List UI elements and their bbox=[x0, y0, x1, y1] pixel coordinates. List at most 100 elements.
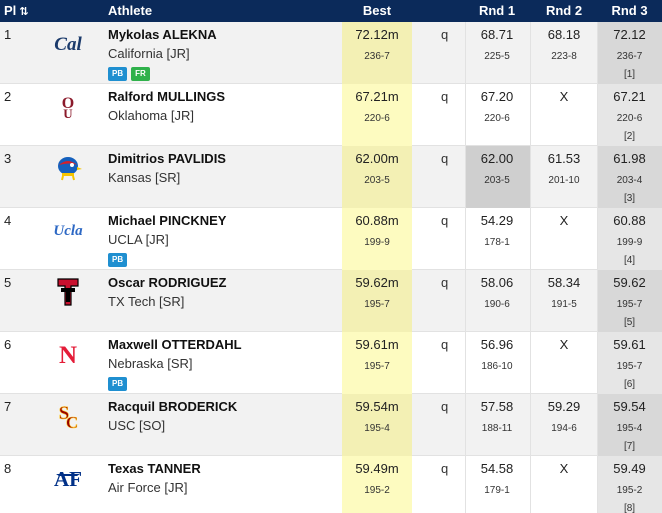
round-3-column-shade bbox=[597, 146, 662, 208]
athlete-team[interactable]: UCLA [JR] bbox=[108, 232, 169, 247]
round-2-header: Rnd 2 bbox=[545, 3, 583, 18]
athlete-team[interactable]: Air Force [JR] bbox=[108, 480, 188, 495]
round-1-imperial: 225-5 bbox=[484, 51, 510, 62]
qualifier-mark: q bbox=[441, 151, 449, 166]
round-3-rank: [8] bbox=[623, 503, 636, 513]
round-1-mark: 68.71 bbox=[480, 27, 514, 42]
round-1-imperial: 190-6 bbox=[484, 299, 510, 310]
qualifier-mark: q bbox=[441, 89, 449, 104]
column-divider bbox=[465, 208, 466, 270]
column-divider bbox=[530, 456, 531, 513]
round-3-imperial: 236-7 bbox=[616, 51, 643, 62]
best-column-highlight bbox=[342, 456, 412, 513]
best-mark: 59.49m bbox=[355, 461, 399, 476]
qualifier-mark: q bbox=[441, 337, 449, 352]
best-mark: 72.12m bbox=[355, 27, 399, 42]
round-2-imperial: 223-8 bbox=[551, 51, 577, 62]
best-mark-imperial: 199-9 bbox=[364, 237, 390, 248]
best-column-highlight bbox=[342, 146, 412, 208]
column-divider bbox=[465, 332, 466, 394]
place-header[interactable]: Pl ⇅ bbox=[4, 0, 29, 22]
column-divider bbox=[597, 22, 598, 84]
svg-text:N: N bbox=[59, 342, 77, 367]
qualifier-mark: q bbox=[441, 275, 449, 290]
best-mark: 59.61m bbox=[355, 337, 399, 352]
round-1-header: Rnd 1 bbox=[478, 3, 516, 18]
round-3-column-shade bbox=[597, 84, 662, 146]
best-column-highlight bbox=[342, 208, 412, 270]
athlete-name[interactable]: Oscar RODRIGUEZ bbox=[108, 275, 227, 290]
round-3-column-shade bbox=[597, 270, 662, 332]
column-divider bbox=[465, 146, 466, 208]
round-1-mark: 54.29 bbox=[480, 213, 514, 228]
round-1-mark: 58.06 bbox=[480, 275, 514, 290]
qualifier-mark: q bbox=[441, 213, 449, 228]
round-3-rank: [6] bbox=[623, 379, 636, 390]
athlete-team[interactable]: USC [SO] bbox=[108, 418, 166, 433]
svg-text:AF: AF bbox=[54, 467, 82, 491]
sort-icon[interactable]: ⇅ bbox=[19, 6, 29, 18]
place-number: 2 bbox=[4, 89, 12, 104]
round-3-rank: [5] bbox=[623, 317, 636, 328]
round-1-imperial: 220-6 bbox=[484, 113, 510, 124]
athlete-team[interactable]: Nebraska [SR] bbox=[108, 356, 193, 371]
nebraska-logo-icon[interactable]: N bbox=[50, 340, 86, 368]
table-row: 6 N Maxwell OTTERDAHL Nebraska [SR] PB 59.61m… bbox=[0, 332, 662, 394]
round-2-mark: X bbox=[559, 89, 569, 104]
texas-tech-logo-icon[interactable] bbox=[50, 278, 86, 306]
place-number: 5 bbox=[4, 275, 12, 290]
best-header: Best bbox=[362, 3, 392, 18]
round-3-imperial: 195-7 bbox=[616, 361, 643, 372]
round-2-mark: X bbox=[559, 337, 569, 352]
pb-badge: PB bbox=[108, 67, 128, 81]
athlete-name[interactable]: Michael PINCKNEY bbox=[108, 213, 227, 228]
athlete-team[interactable]: Oklahoma [JR] bbox=[108, 108, 194, 123]
record-badges: PB FR bbox=[108, 67, 150, 81]
best-mark: 59.62m bbox=[355, 275, 399, 290]
athlete-name[interactable]: Ralford MULLINGS bbox=[108, 89, 225, 104]
svg-text:C: C bbox=[66, 413, 78, 430]
place-number: 6 bbox=[4, 337, 12, 352]
round-3-header: Rnd 3 bbox=[611, 3, 648, 18]
best-mark-imperial: 195-4 bbox=[364, 423, 390, 434]
athlete-team[interactable]: TX Tech [SR] bbox=[108, 294, 185, 309]
air-force-logo-icon[interactable]: AF bbox=[50, 464, 86, 492]
table-row: 3 Dimitrios PAVLIDIS Kansas [SR] 62.00m 203-… bbox=[0, 146, 662, 208]
column-divider bbox=[530, 394, 531, 456]
athlete-name[interactable]: Racquil BRODERICK bbox=[108, 399, 238, 414]
round-3-imperial: 195-7 bbox=[616, 299, 643, 310]
athlete-team[interactable]: California [JR] bbox=[108, 46, 190, 61]
round-3-imperial: 203-4 bbox=[616, 175, 643, 186]
athlete-name[interactable]: Texas TANNER bbox=[108, 461, 201, 476]
round-3-column-shade bbox=[597, 394, 662, 456]
round-1-mark: 57.58 bbox=[480, 399, 514, 414]
round-2-mark: 58.34 bbox=[547, 275, 581, 290]
column-divider bbox=[597, 208, 598, 270]
round-3-mark: 61.98 bbox=[613, 151, 646, 166]
cal-logo-icon[interactable]: Cal bbox=[50, 30, 86, 58]
column-divider bbox=[465, 394, 466, 456]
pb-badge: PB bbox=[108, 253, 128, 267]
athlete-team[interactable]: Kansas [SR] bbox=[108, 170, 181, 185]
column-divider bbox=[597, 394, 598, 456]
column-divider bbox=[530, 146, 531, 208]
ucla-logo-icon[interactable]: Ucla bbox=[50, 216, 86, 244]
qualifier-mark: q bbox=[441, 399, 449, 414]
kansas-jayhawk-icon[interactable] bbox=[50, 154, 86, 182]
place-number: 7 bbox=[4, 399, 12, 414]
table-row: 7 S C Racquil BRODERICK USC [SO] 59.54m 195-4 q… bbox=[0, 394, 662, 456]
round-2-mark: 68.18 bbox=[547, 27, 581, 42]
qualifier-mark: q bbox=[441, 27, 449, 42]
table-header: Pl ⇅ Athlete Best Rnd 1 Rnd 2 Rnd 3 bbox=[0, 0, 662, 22]
best-column-highlight bbox=[342, 332, 412, 394]
best-column-highlight bbox=[342, 84, 412, 146]
athlete-name[interactable]: Mykolas ALEKNA bbox=[108, 27, 217, 42]
athlete-name[interactable]: Dimitrios PAVLIDIS bbox=[108, 151, 226, 166]
round-3-column-shade bbox=[597, 208, 662, 270]
place-number: 3 bbox=[4, 151, 12, 166]
best-mark: 59.54m bbox=[355, 399, 399, 414]
athlete-name[interactable]: Maxwell OTTERDAHL bbox=[108, 337, 242, 352]
